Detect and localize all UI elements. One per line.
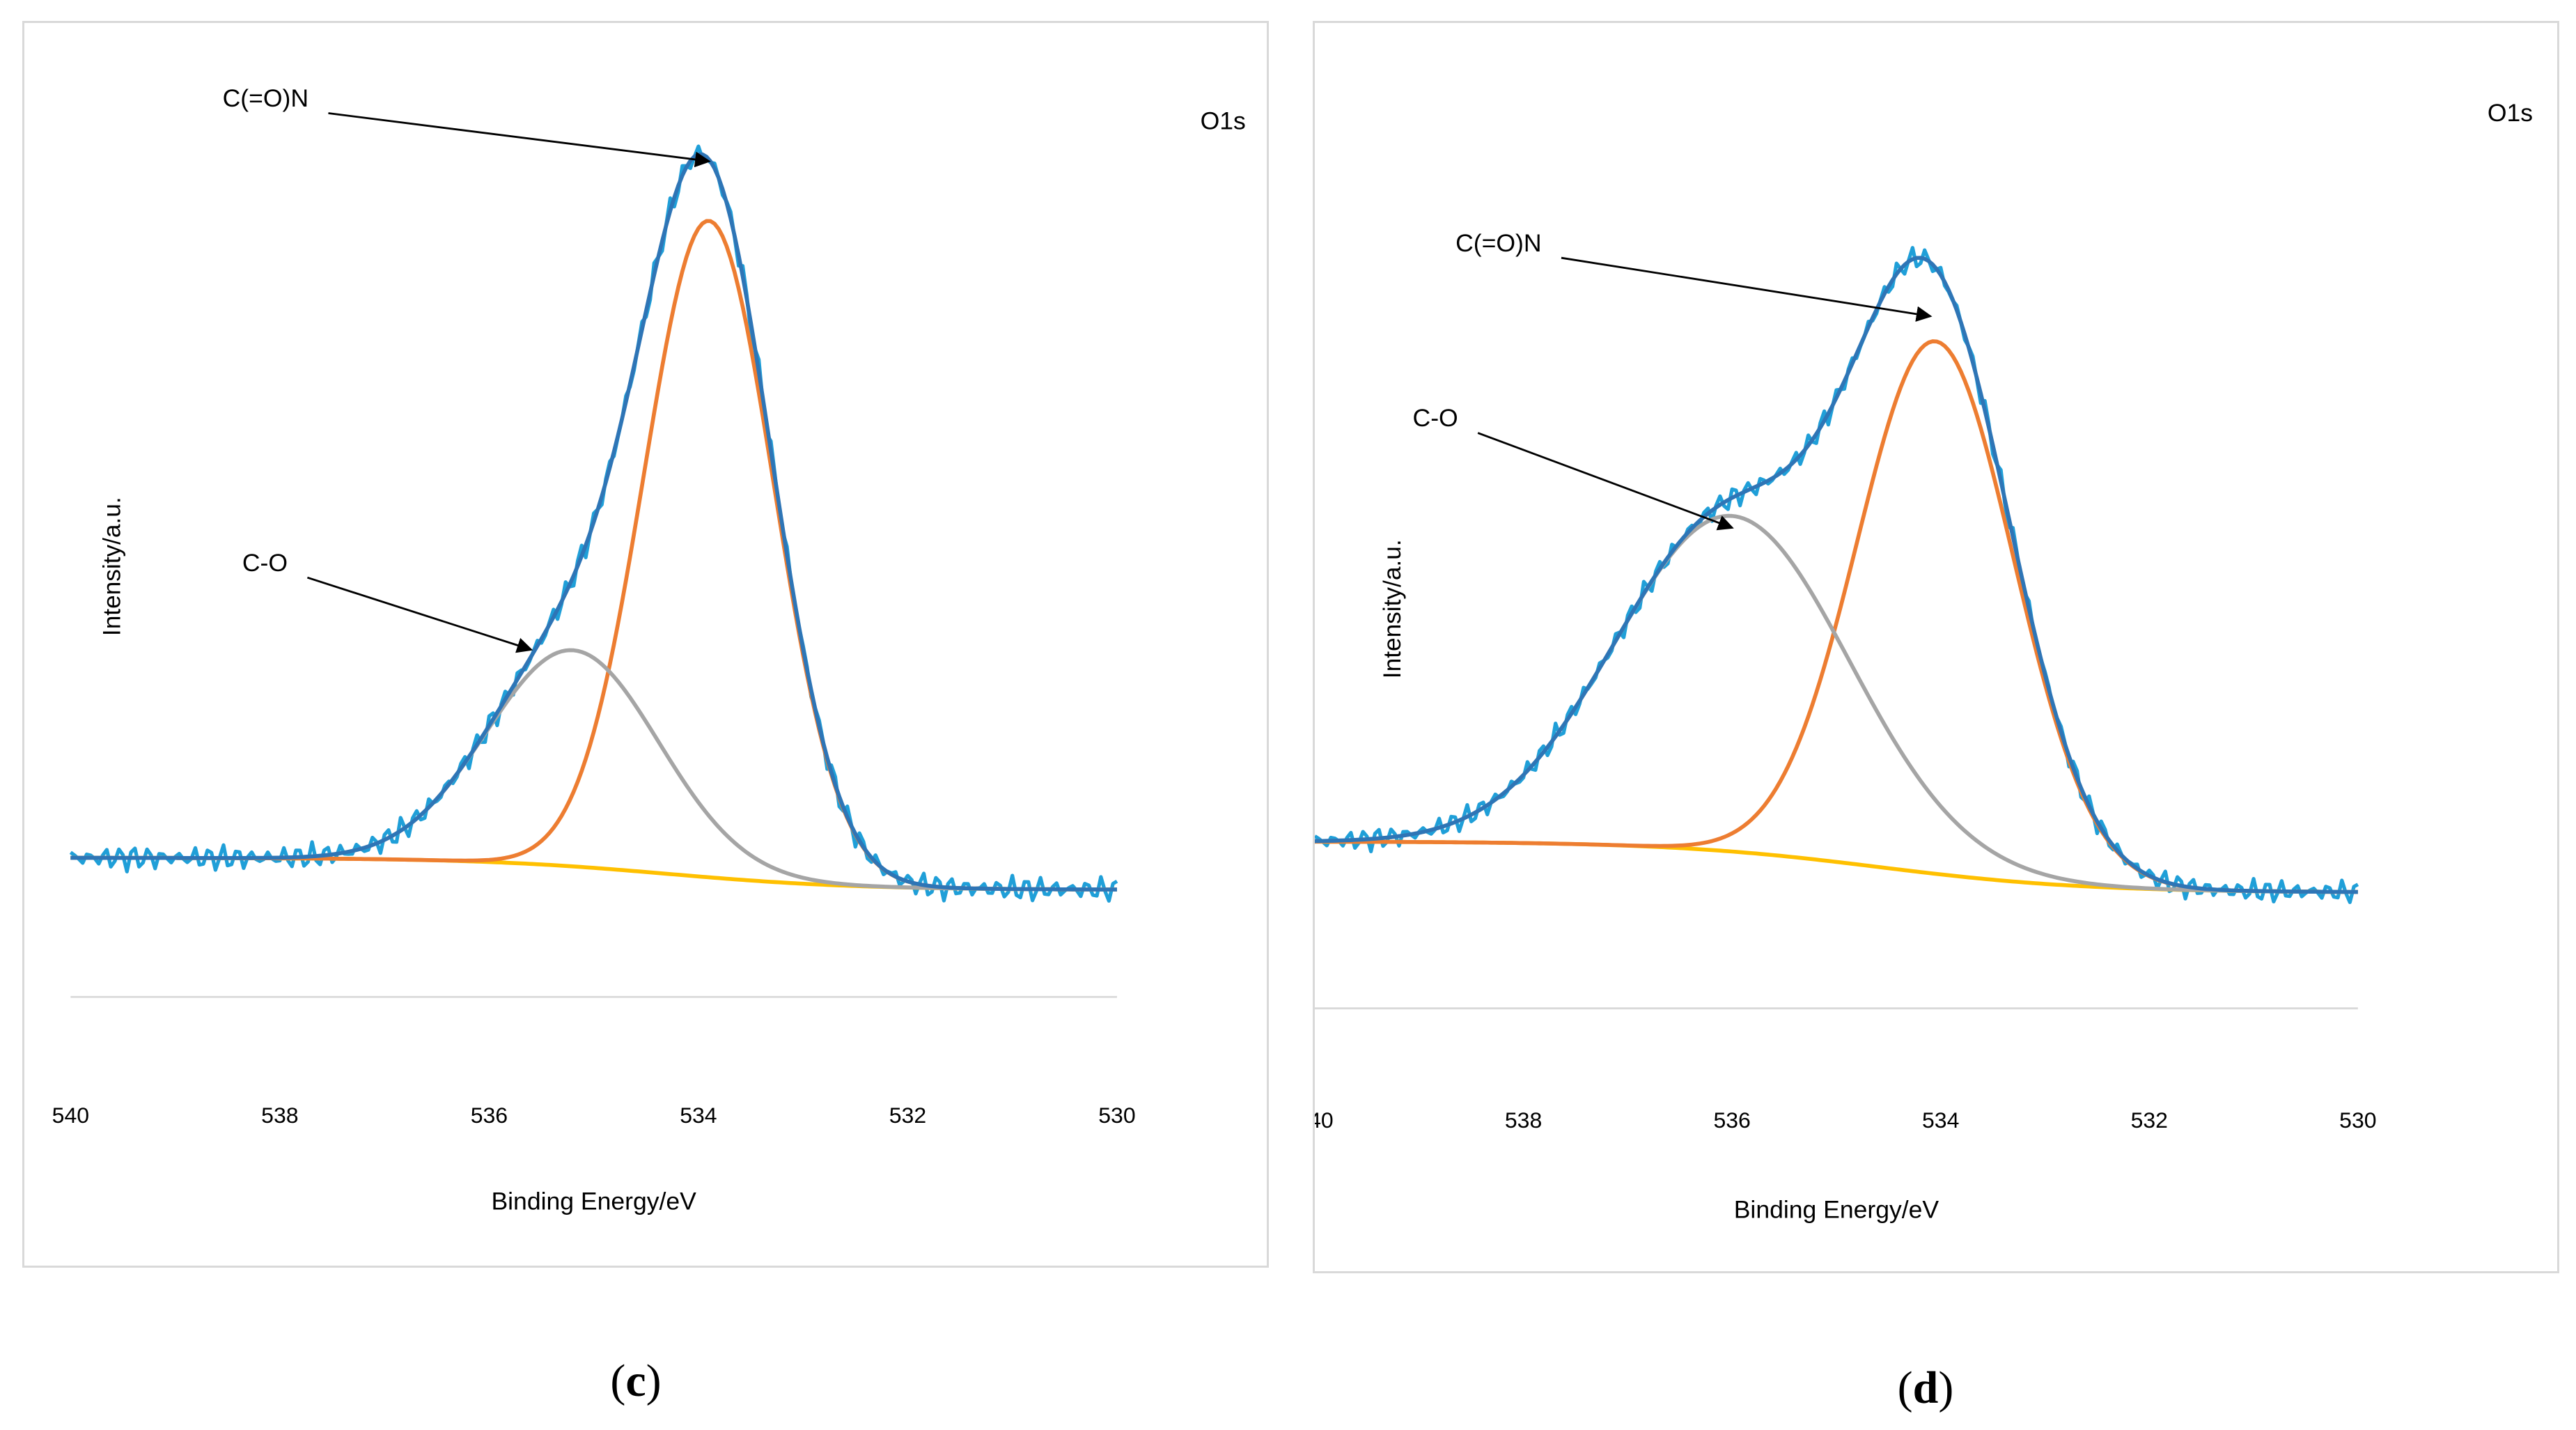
- x-tick-label: 534: [1922, 1108, 1959, 1133]
- annotation-arrow: [328, 112, 711, 168]
- x-tick-label: 532: [889, 1103, 926, 1128]
- annotation-arrow: [306, 576, 533, 653]
- caption-c: (c): [566, 1355, 705, 1408]
- series-c-o-n: [1315, 339, 2358, 894]
- chart-panel-c: 540 538 536 534 532 530 Binding Energy/eV Inten…: [22, 21, 1269, 1268]
- x-tick-label: 530: [2339, 1108, 2376, 1133]
- caption-c-letter: c: [625, 1355, 646, 1406]
- caption-c-close: ): [646, 1355, 662, 1406]
- series-c-o-n: [70, 219, 1117, 892]
- x-tick-label: 534: [680, 1103, 717, 1128]
- annotation-label: C(=O)N: [1455, 229, 1541, 257]
- x-tick-label: 536: [471, 1103, 508, 1128]
- x-tick-label: 540: [1315, 1108, 1334, 1133]
- annotation-arrow: [1477, 432, 1734, 531]
- caption-c-open: (: [610, 1355, 626, 1406]
- chart-title: O1s: [2488, 99, 2533, 127]
- annotation-label: C-O: [242, 549, 288, 577]
- series-background: [1315, 839, 2358, 894]
- x-axis-label: Binding Energy/eV: [491, 1188, 696, 1215]
- x-tick-label: 538: [1505, 1108, 1542, 1133]
- annotation-arrow: [1561, 256, 1933, 322]
- x-tick-label: 538: [261, 1103, 298, 1128]
- x-tick-label: 540: [52, 1103, 89, 1128]
- caption-d-open: (: [1897, 1362, 1913, 1413]
- caption-d-close: ): [1938, 1362, 1954, 1413]
- chart-title: O1s: [1201, 107, 1246, 135]
- chart-group-d: 540 538 536 534 532 530 Binding Energy/eV Inten…: [1315, 99, 2533, 1223]
- series-raw-data: [1315, 246, 2359, 904]
- annotation-label: C(=O)N: [223, 84, 309, 112]
- x-tick-label: 530: [1098, 1103, 1135, 1128]
- series-envelope: [1315, 256, 2358, 894]
- y-axis-label: Intensity/a.u.: [97, 497, 125, 636]
- annotation-label: C-O: [1413, 404, 1458, 432]
- x-tick-label: 532: [2131, 1108, 2168, 1133]
- y-axis-label: Intensity/a.u.: [1378, 539, 1406, 678]
- caption-d-letter: d: [1912, 1362, 1939, 1413]
- chart-svg-d: 540 538 536 534 532 530 Binding Energy/eV Inten…: [1315, 99, 2533, 1223]
- x-axis-label: Binding Energy/eV: [1734, 1196, 1939, 1224]
- chart-group-c: 540 538 536 534 532 530 Binding Energy/eV Inten…: [52, 84, 1246, 1215]
- chart-panel-d: 540 538 536 534 532 530 Binding Energy/eV Inten…: [1313, 21, 2559, 1273]
- series-c-o: [1315, 513, 2358, 894]
- series-envelope: [70, 152, 1117, 892]
- series-raw-data: [69, 144, 1118, 903]
- caption-d: (d): [1856, 1362, 1995, 1415]
- chart-svg-c: 540 538 536 534 532 530 Binding Energy/eV Inten…: [52, 84, 1246, 1215]
- x-tick-label: 536: [1713, 1108, 1750, 1133]
- series-c-o: [70, 648, 1117, 892]
